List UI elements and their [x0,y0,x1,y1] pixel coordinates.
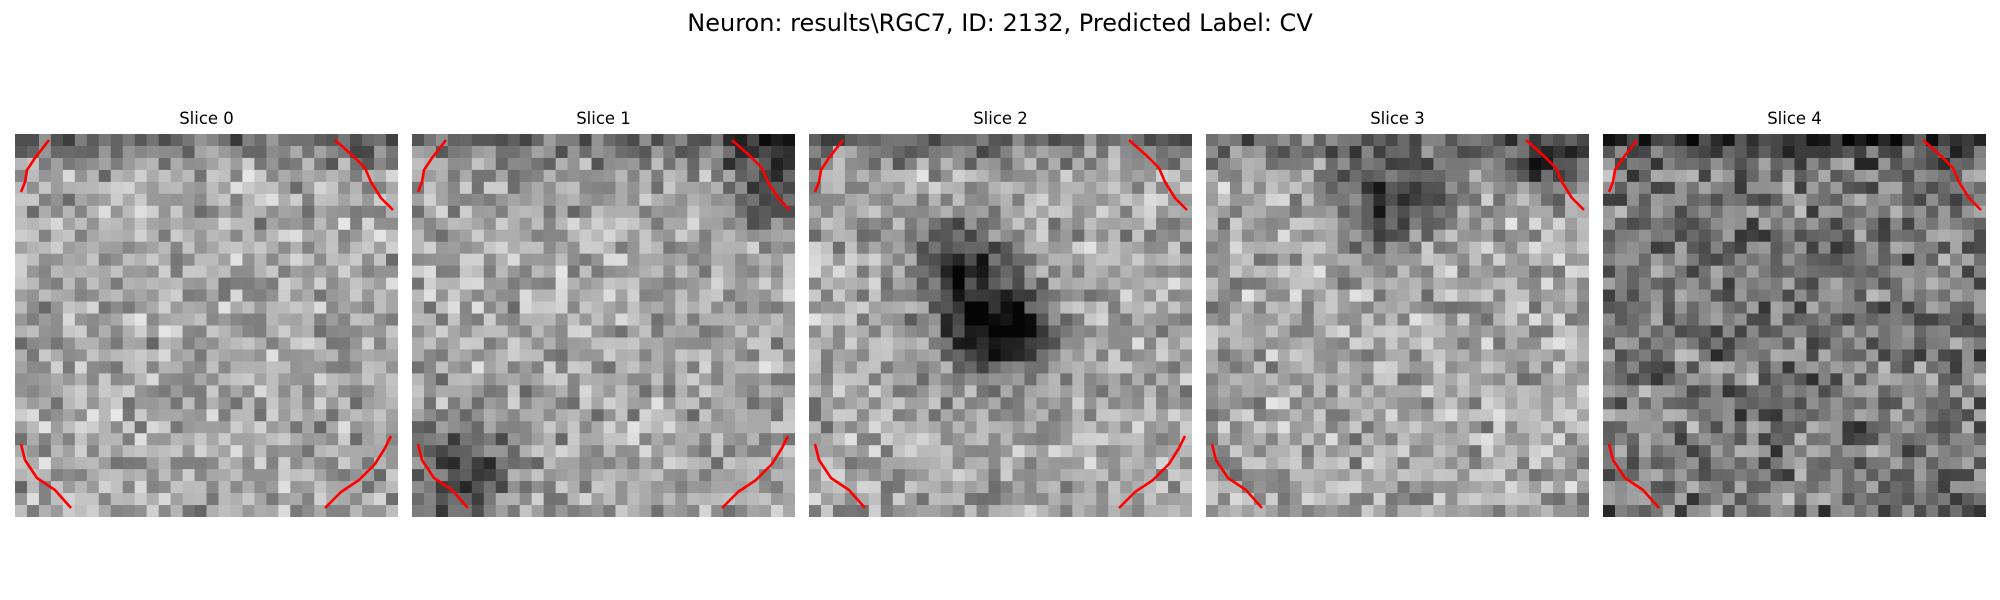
slice-image-2 [809,134,1192,517]
slice-title-0: Slice 0 [15,108,398,130]
slice-image-0 [15,134,398,517]
figure-title: Neuron: results\RGC7, ID: 2132, Predicte… [0,8,2000,38]
slice-image-1 [412,134,795,517]
slice-title-2: Slice 2 [809,108,1192,130]
slice-title-1: Slice 1 [412,108,795,130]
slice-title-3: Slice 3 [1206,108,1589,130]
slice-title-4: Slice 4 [1603,108,1986,130]
slice-panel-0: Slice 0 [15,108,398,518]
slice-panel-2: Slice 2 [809,108,1192,518]
slice-panel-1: Slice 1 [412,108,795,518]
slice-image-3 [1206,134,1589,517]
slice-panel-3: Slice 3 [1206,108,1589,518]
slice-panel-4: Slice 4 [1603,108,1986,518]
slice-image-4 [1603,134,1986,517]
